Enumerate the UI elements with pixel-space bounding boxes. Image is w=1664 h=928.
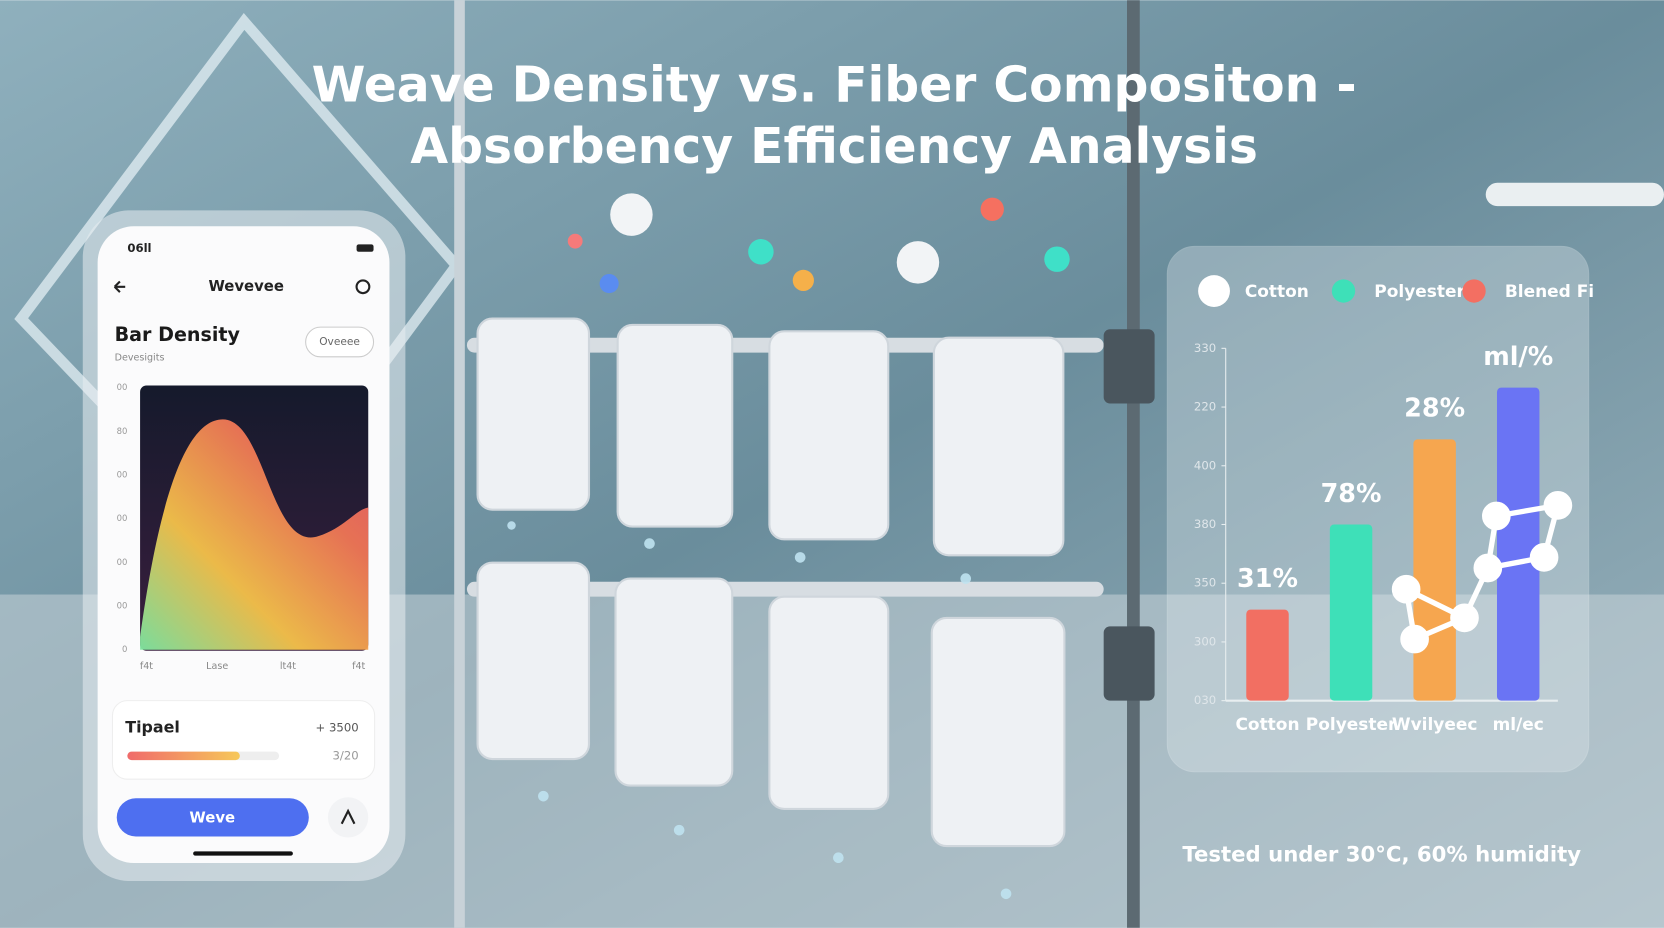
- x-tick-label: Polyester: [1306, 715, 1397, 735]
- chip[interactable]: [305, 326, 375, 358]
- bar-annotation: 78%: [1321, 479, 1382, 509]
- legend-swatch: [1331, 279, 1356, 303]
- chip-label: Oveeee: [319, 335, 360, 348]
- bar-annotation: 28%: [1404, 394, 1465, 424]
- battery: [356, 244, 374, 252]
- phone-y-tick: 00: [117, 557, 128, 567]
- network-overlay: [1391, 491, 1573, 654]
- bar-annotation: 31%: [1237, 564, 1298, 594]
- button-label: Weve: [189, 808, 235, 826]
- up-button[interactable]: [327, 797, 369, 838]
- status-time: 06ll: [127, 241, 151, 255]
- section-title: Bar Density: [115, 323, 241, 346]
- y-tick-label: 400: [1194, 458, 1216, 472]
- title-line: Weave Density vs. Fiber Compositon -: [312, 56, 1357, 113]
- y-tick-label: 380: [1194, 517, 1216, 531]
- towel-rack: [466, 317, 1155, 900]
- back-icon[interactable]: [113, 280, 126, 293]
- phone-x-tick: lt4t: [280, 661, 296, 672]
- card-sub: 3/20: [333, 748, 359, 762]
- floating-dots: [567, 193, 1070, 294]
- legend-label: Polyester: [1374, 282, 1465, 302]
- legend-swatch: [1462, 279, 1486, 303]
- phone-y-tick: 00: [117, 513, 128, 523]
- summary-card: [111, 700, 376, 780]
- stand-pole: [454, 0, 465, 928]
- phone-y-tick: 00: [117, 469, 128, 479]
- progress-fill: [127, 751, 240, 761]
- phone-x-tick: f4t: [352, 661, 365, 672]
- x-tick-label: ml/ec: [1493, 715, 1544, 735]
- title-line: Absorbency Efficiency Analysis: [410, 118, 1258, 175]
- phone-y-tick: 00: [117, 382, 128, 392]
- bar: [1496, 387, 1540, 701]
- phone: 06ll Wevevee Bar Density Devesigits Ovee…: [82, 210, 406, 882]
- x-tick-label: Cotton: [1235, 715, 1299, 735]
- phone-y-tick: 80: [117, 426, 128, 436]
- card-value: + 3500: [316, 721, 359, 735]
- y-tick-label: 350: [1194, 576, 1216, 590]
- card-label: Tipael: [125, 718, 180, 737]
- phone-header: Wevevee: [208, 277, 283, 295]
- x-tick-label: Wvilyeec: [1392, 715, 1478, 735]
- footer-note: Tested under 30°C, 60% humidity: [1182, 843, 1581, 868]
- bar: [1329, 524, 1373, 701]
- y-tick-label: 030: [1194, 693, 1216, 707]
- section-subtitle: Devesigits: [115, 352, 165, 363]
- phone-x-tick: Lase: [206, 661, 228, 672]
- y-tick-label: 330: [1194, 341, 1216, 355]
- bar: [1413, 439, 1456, 701]
- up-icon: [340, 808, 356, 825]
- primary-button[interactable]: [116, 798, 309, 837]
- home-indicator: [193, 851, 293, 856]
- phone-y-tick: 0: [122, 644, 127, 654]
- legend-swatch: [1198, 275, 1230, 307]
- legend-label: Cotton: [1245, 282, 1309, 302]
- ceiling-light: [1485, 182, 1664, 207]
- bar: [1246, 609, 1289, 701]
- y-tick-label: 220: [1194, 400, 1216, 414]
- surface-wave: [140, 419, 369, 650]
- phone-y-tick: 00: [117, 601, 128, 611]
- legend-label: Blened Fi: [1505, 282, 1594, 302]
- y-tick-label: 300: [1194, 634, 1216, 648]
- phone-x-tick: f4t: [140, 661, 153, 672]
- bar-annotation: ml/%: [1483, 342, 1553, 372]
- menu-icon[interactable]: [355, 279, 371, 295]
